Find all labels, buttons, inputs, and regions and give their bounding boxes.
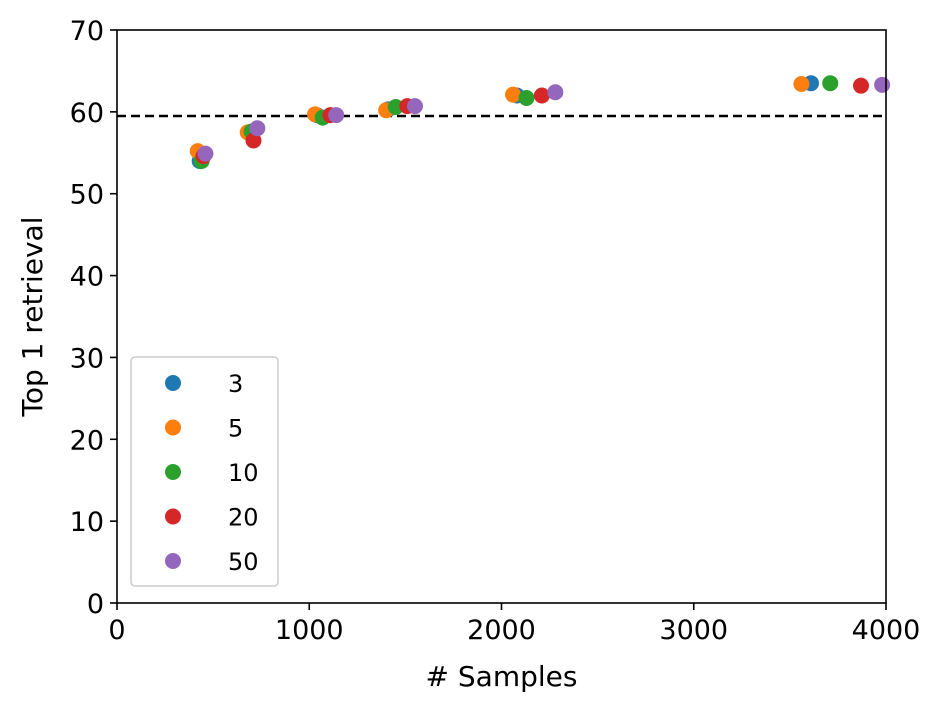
data-point-series-50 <box>874 76 891 93</box>
data-point-series-20 <box>533 87 550 104</box>
x-tick-label: 4000 <box>852 615 921 646</box>
y-tick-label: 40 <box>70 262 104 293</box>
data-point-series-5 <box>505 86 522 103</box>
data-point-series-50 <box>406 98 423 115</box>
data-point-series-50 <box>547 84 564 101</box>
legend-marker-10 <box>165 464 181 480</box>
x-tick-label: 2000 <box>467 615 536 646</box>
y-tick-label: 0 <box>87 589 104 620</box>
legend-label: 5 <box>228 415 243 443</box>
data-point-series-10 <box>518 89 535 106</box>
data-point-series-50 <box>328 107 345 124</box>
x-tick-label: 0 <box>108 615 125 646</box>
data-point-series-10 <box>387 98 404 115</box>
y-tick-label: 10 <box>70 507 104 538</box>
y-tick-label: 30 <box>70 343 104 374</box>
legend-label: 3 <box>228 370 243 398</box>
data-point-series-10 <box>822 75 839 92</box>
legend-label: 10 <box>228 459 259 487</box>
legend-label: 50 <box>228 548 259 576</box>
data-point-series-5 <box>793 76 810 93</box>
y-tick-label: 60 <box>70 98 104 129</box>
data-point-series-50 <box>197 145 214 162</box>
legend-marker-50 <box>165 553 181 569</box>
legend: 3 5 10 20 50 <box>130 356 279 587</box>
y-tick-label: 50 <box>70 180 104 211</box>
x-tick-label: 3000 <box>659 615 728 646</box>
x-tick-label: 1000 <box>275 615 344 646</box>
plot-area <box>117 75 891 169</box>
legend-label: 20 <box>228 504 259 532</box>
y-tick-label: 70 <box>70 16 104 47</box>
x-axis-label: # Samples <box>426 660 578 693</box>
legend-marker-5 <box>165 419 181 436</box>
legend-marker-20 <box>165 508 181 525</box>
legend-box <box>130 356 279 587</box>
y-tick-label: 20 <box>70 425 104 456</box>
legend-marker-3 <box>165 375 181 391</box>
data-point-series-50 <box>249 120 266 137</box>
axes: 0 1000 2000 3000 4000 0 10 20 30 40 50 60 70 <box>70 16 921 646</box>
data-point-series-20 <box>245 132 262 149</box>
y-axis-label: Top 1 retrieval <box>16 217 49 418</box>
data-point-series-20 <box>853 77 870 94</box>
